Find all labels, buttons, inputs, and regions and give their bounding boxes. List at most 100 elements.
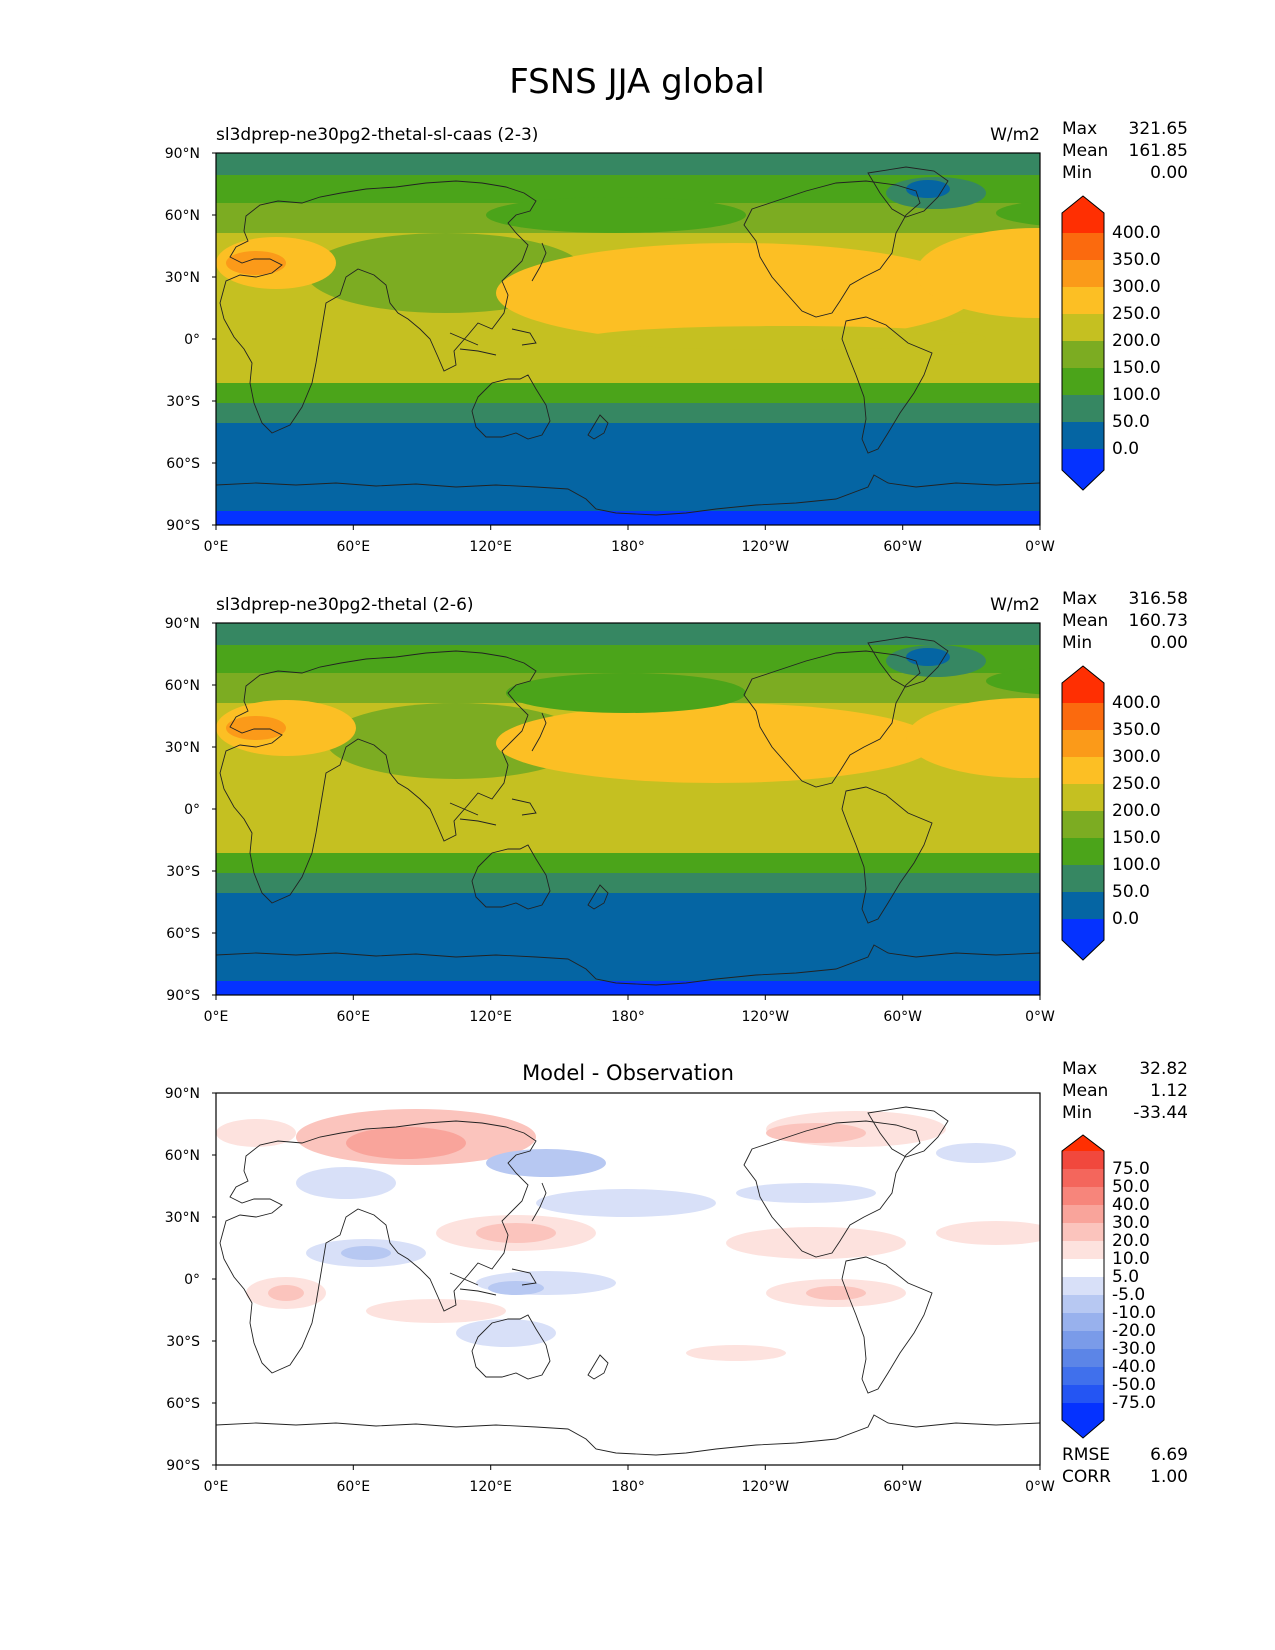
colorbar-label: 150.0	[1112, 358, 1161, 378]
colorbar: 400.0 350.0 300.0 250.0 200.0 150.0 100.…	[1061, 195, 1161, 491]
colorbar-label: -10.0	[1112, 1303, 1156, 1323]
x-tick-label: 60°E	[336, 1479, 370, 1495]
colorbar-label: 50.0	[1112, 882, 1150, 902]
panel-units: W/m2	[990, 595, 1040, 615]
x-axis: 0°E 60°E 120°E 180° 120°W 60°W 0°W	[204, 1465, 1055, 1495]
x-tick-label: 120°E	[469, 1009, 512, 1025]
colorbar-label: -75.0	[1112, 1393, 1156, 1413]
colorbar-segment	[1062, 314, 1104, 341]
colorbar-segment	[1062, 1205, 1104, 1223]
y-tick-label: 0°	[184, 802, 200, 818]
colorbar-segment	[1062, 395, 1104, 422]
colorbar-segment	[1062, 1151, 1104, 1169]
colorbar-segment	[1062, 1223, 1104, 1241]
stat-mean-value: 160.73	[1129, 611, 1188, 631]
stat-rmse-label: RMSE	[1062, 1445, 1110, 1465]
colorbar: 75.0 50.0 40.0 30.0 20.0 10.0 5.0 -5.0 -…	[1061, 1134, 1156, 1439]
colorbar-label: 100.0	[1112, 855, 1161, 875]
stat-mean-label: Mean	[1062, 611, 1108, 631]
colorbar-label: 400.0	[1112, 693, 1161, 713]
figure-title: FSNS JJA global	[509, 62, 765, 102]
stat-min-label: Min	[1062, 633, 1092, 653]
stat-max-value: 316.58	[1129, 589, 1188, 609]
x-tick-label: 60°E	[336, 1009, 370, 1025]
y-tick-label: 60°S	[166, 1396, 200, 1412]
colorbar-segment	[1062, 341, 1104, 368]
colorbar-segment	[1062, 666, 1104, 703]
colorbar-segment	[1062, 1259, 1104, 1277]
colorbar-label: 250.0	[1112, 774, 1161, 794]
stat-corr-label: CORR	[1062, 1467, 1111, 1487]
colorbar-label: 50.0	[1112, 1177, 1150, 1197]
x-tick-label: 180°	[611, 1009, 645, 1025]
x-tick-label: 120°E	[469, 1479, 512, 1495]
colorbar-label: -30.0	[1112, 1339, 1156, 1359]
x-tick-label: 60°W	[883, 539, 922, 555]
panel-title: Model - Observation	[522, 1061, 734, 1085]
x-tick-label: 120°W	[742, 1009, 790, 1025]
colorbar-segment	[1062, 449, 1104, 490]
map-field	[216, 1093, 1040, 1465]
colorbar-label: 0.0	[1112, 909, 1139, 929]
colorbar-label: -50.0	[1112, 1375, 1156, 1395]
colorbar-label: 100.0	[1112, 385, 1161, 405]
colorbar-label: 300.0	[1112, 747, 1161, 767]
colorbar-label: 0.0	[1112, 439, 1139, 459]
colorbar-segment	[1062, 919, 1104, 960]
colorbar-segment	[1062, 730, 1104, 757]
stat-max-label: Max	[1062, 1059, 1097, 1079]
colorbar-label: 40.0	[1112, 1195, 1150, 1215]
x-tick-label: 0°E	[204, 1479, 229, 1495]
colorbar-segment	[1062, 784, 1104, 811]
x-tick-label: 60°E	[336, 539, 370, 555]
y-tick-label: 0°	[184, 332, 200, 348]
stats-block: Max 321.65 Mean 161.85 Min 0.00	[1062, 119, 1188, 183]
stats-block: Max 32.82 Mean 1.12 Min -33.44 RMSE 6.69…	[1062, 1059, 1188, 1487]
y-tick-label: 60°S	[166, 926, 200, 942]
colorbar-segment	[1062, 1169, 1104, 1187]
stat-mean-value: 1.12	[1150, 1081, 1188, 1101]
colorbar-segment	[1062, 1331, 1104, 1349]
colorbar-segment	[1062, 1385, 1104, 1403]
x-tick-label: 0°W	[1025, 1479, 1055, 1495]
colorbar-label: 350.0	[1112, 250, 1161, 270]
x-tick-label: 0°W	[1025, 1009, 1055, 1025]
colorbar-segment	[1062, 838, 1104, 865]
stat-max-value: 321.65	[1129, 119, 1188, 139]
y-tick-label: 60°N	[165, 678, 200, 694]
colorbar-label: 75.0	[1112, 1159, 1150, 1179]
map-field	[216, 623, 1040, 995]
colorbar-label: -20.0	[1112, 1321, 1156, 1341]
colorbar-label: 400.0	[1112, 223, 1161, 243]
stat-min-label: Min	[1062, 163, 1092, 183]
stat-max-label: Max	[1062, 119, 1097, 139]
colorbar-label: 150.0	[1112, 828, 1161, 848]
y-tick-label: 60°S	[166, 456, 200, 472]
x-tick-label: 120°E	[469, 539, 512, 555]
y-tick-label: 60°N	[165, 208, 200, 224]
stat-mean-label: Mean	[1062, 141, 1108, 161]
panel-units: W/m2	[990, 125, 1040, 145]
colorbar-segment	[1062, 1277, 1104, 1295]
y-tick-label: 0°	[184, 1272, 200, 1288]
colorbar-segment	[1062, 1135, 1104, 1151]
y-tick-label: 90°N	[165, 146, 200, 162]
colorbar-segment	[1062, 1313, 1104, 1331]
colorbar-label: 5.0	[1112, 1267, 1139, 1287]
colorbar-segment	[1062, 1295, 1104, 1313]
colorbar-segment	[1062, 757, 1104, 784]
x-tick-label: 0°W	[1025, 539, 1055, 555]
colorbar-outline	[1061, 195, 1105, 491]
colorbar-label: 20.0	[1112, 1231, 1150, 1251]
stat-min-value: 0.00	[1150, 163, 1188, 183]
colorbar-label: -5.0	[1112, 1285, 1145, 1305]
colorbar-segment	[1062, 1187, 1104, 1205]
x-tick-label: 60°W	[883, 1479, 922, 1495]
stat-mean-label: Mean	[1062, 1081, 1108, 1101]
panel-difference: Model - Observation	[165, 1059, 1188, 1495]
y-axis: 90°N 60°N 30°N 0° 30°S 60°S 90°S	[165, 1086, 216, 1474]
colorbar-segment	[1062, 865, 1104, 892]
y-tick-label: 60°N	[165, 1148, 200, 1164]
y-axis: 90°N 60°N 30°N 0° 30°S 60°S 90°S	[165, 146, 216, 534]
